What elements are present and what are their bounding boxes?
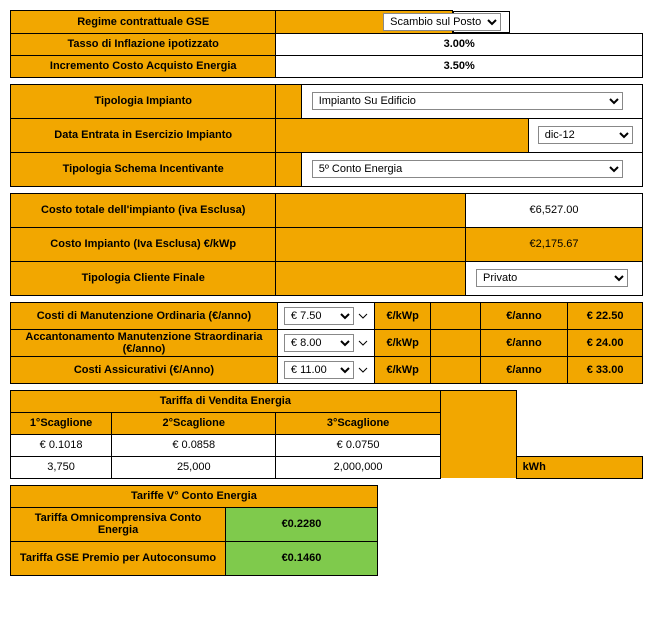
- cliente-finale-select[interactable]: Privato: [476, 269, 628, 287]
- scaglione-val-3: € 0.0750: [276, 434, 440, 456]
- scaglione-header-3: 3°Scaglione: [276, 412, 440, 434]
- scaglione-val-1: € 0.1018: [11, 434, 112, 456]
- scaglione-val-2: € 0.0858: [112, 434, 276, 456]
- unit-anno-0: €/anno: [480, 302, 567, 329]
- inflazione-label: Tasso di Inflazione ipotizzato: [11, 33, 276, 55]
- maint-value-2: € 33.00: [568, 356, 643, 383]
- scaglione-qty-1: 3,750: [11, 456, 112, 478]
- section-vendita: Tariffa di Vendita Energia 1°Scaglione 2…: [10, 390, 643, 479]
- unit-kwp-0: €/kWp: [374, 302, 431, 329]
- section-costi: Costo totale dell'impianto (iva Esclusa)…: [10, 193, 643, 296]
- section-regime: Regime contrattuale GSE Scambio sul Post…: [10, 10, 643, 78]
- unit-anno-1: €/anno: [480, 329, 567, 356]
- maint-value-1: € 24.00: [568, 329, 643, 356]
- tariffa-gse-value: €0.1460: [226, 541, 378, 575]
- spacer2: [276, 118, 529, 152]
- tariffa-omni-value: €0.2280: [226, 507, 378, 541]
- data-entrata-label: Data Entrata in Esercizio Impianto: [11, 118, 276, 152]
- regime-select[interactable]: Scambio sul Posto: [383, 13, 501, 31]
- maint-value-0: € 22.50: [568, 302, 643, 329]
- spacer: [431, 329, 480, 356]
- scaglione-qty-2: 25,000: [112, 456, 276, 478]
- spacer: [276, 227, 466, 261]
- chevron-down-icon: [358, 365, 368, 375]
- schema-incentivante-cell: 5º Conto Energia: [301, 152, 642, 186]
- spacer: [431, 356, 480, 383]
- chevron-down-icon: [358, 311, 368, 321]
- tipologia-impianto-label: Tipologia Impianto: [11, 84, 276, 118]
- vendita-title: Tariffa di Vendita Energia: [11, 390, 441, 412]
- tariffa-omni-label: Tariffa Omnicomprensiva Conto Energia: [11, 507, 226, 541]
- maint-select-cell-1: € 8.00: [277, 329, 374, 356]
- incremento-value: 3.50%: [276, 55, 643, 77]
- maint-select-cell-0: € 7.50: [277, 302, 374, 329]
- section-impianto: Tipologia Impianto Impianto Su Edificio …: [10, 84, 643, 187]
- scaglione-qty-3: 2,000,000: [276, 456, 440, 478]
- spacer: [431, 302, 480, 329]
- inflazione-value: 3.00%: [276, 33, 643, 55]
- cliente-finale-label: Tipologia Cliente Finale: [11, 261, 276, 295]
- costo-kwp-label: Costo Impianto (Iva Esclusa) €/kWp: [11, 227, 276, 261]
- maint-label-1: Accantonamento Manutenzione Straordinari…: [11, 329, 278, 356]
- costo-totale-value: €6,527.00: [466, 193, 643, 227]
- data-entrata-select[interactable]: dic-12: [538, 126, 634, 144]
- unit-kwp-2: €/kWp: [374, 356, 431, 383]
- chevron-down-icon: [358, 338, 368, 348]
- tipologia-impianto-select[interactable]: Impianto Su Edificio: [312, 92, 623, 110]
- unit-anno-2: €/anno: [480, 356, 567, 383]
- spacer: [440, 390, 516, 478]
- tariffe-v-title: Tariffe V° Conto Energia: [11, 485, 378, 507]
- costo-totale-label: Costo totale dell'impianto (iva Esclusa): [11, 193, 276, 227]
- spacer: [276, 193, 466, 227]
- costo-kwp-value: €2,175.67: [466, 227, 643, 261]
- scaglione-header-2: 2°Scaglione: [112, 412, 276, 434]
- regime-label: Regime contrattuale GSE: [11, 11, 276, 34]
- section-manutenzione: Costi di Manutenzione Ordinaria (€/anno)…: [10, 302, 643, 384]
- maint-select-0[interactable]: € 7.50: [284, 307, 354, 325]
- tariffa-gse-label: Tariffa GSE Premio per Autoconsumo: [11, 541, 226, 575]
- regime-cell: Scambio sul Posto: [453, 11, 510, 33]
- kwh-unit: kWh: [516, 456, 642, 478]
- unit-kwp-1: €/kWp: [374, 329, 431, 356]
- spacer: [276, 84, 301, 118]
- cliente-finale-cell: Privato: [466, 261, 643, 295]
- maint-label-0: Costi di Manutenzione Ordinaria (€/anno): [11, 302, 278, 329]
- maint-label-2: Costi Assicurativi (€/Anno): [11, 356, 278, 383]
- section-tariffe-v: Tariffe V° Conto Energia Tariffa Omnicom…: [10, 485, 643, 576]
- scaglione-header-1: 1°Scaglione: [11, 412, 112, 434]
- incremento-label: Incremento Costo Acquisto Energia: [11, 55, 276, 77]
- tipologia-impianto-cell: Impianto Su Edificio: [301, 84, 642, 118]
- data-entrata-cell: dic-12: [529, 118, 643, 152]
- maint-select-cell-2: € 11.00: [277, 356, 374, 383]
- spacer: [276, 261, 466, 295]
- maint-select-1[interactable]: € 8.00: [284, 334, 354, 352]
- schema-incentivante-select[interactable]: 5º Conto Energia: [312, 160, 623, 178]
- spacer3: [276, 152, 301, 186]
- maint-select-2[interactable]: € 11.00: [284, 361, 354, 379]
- schema-incentivante-label: Tipologia Schema Incentivante: [11, 152, 276, 186]
